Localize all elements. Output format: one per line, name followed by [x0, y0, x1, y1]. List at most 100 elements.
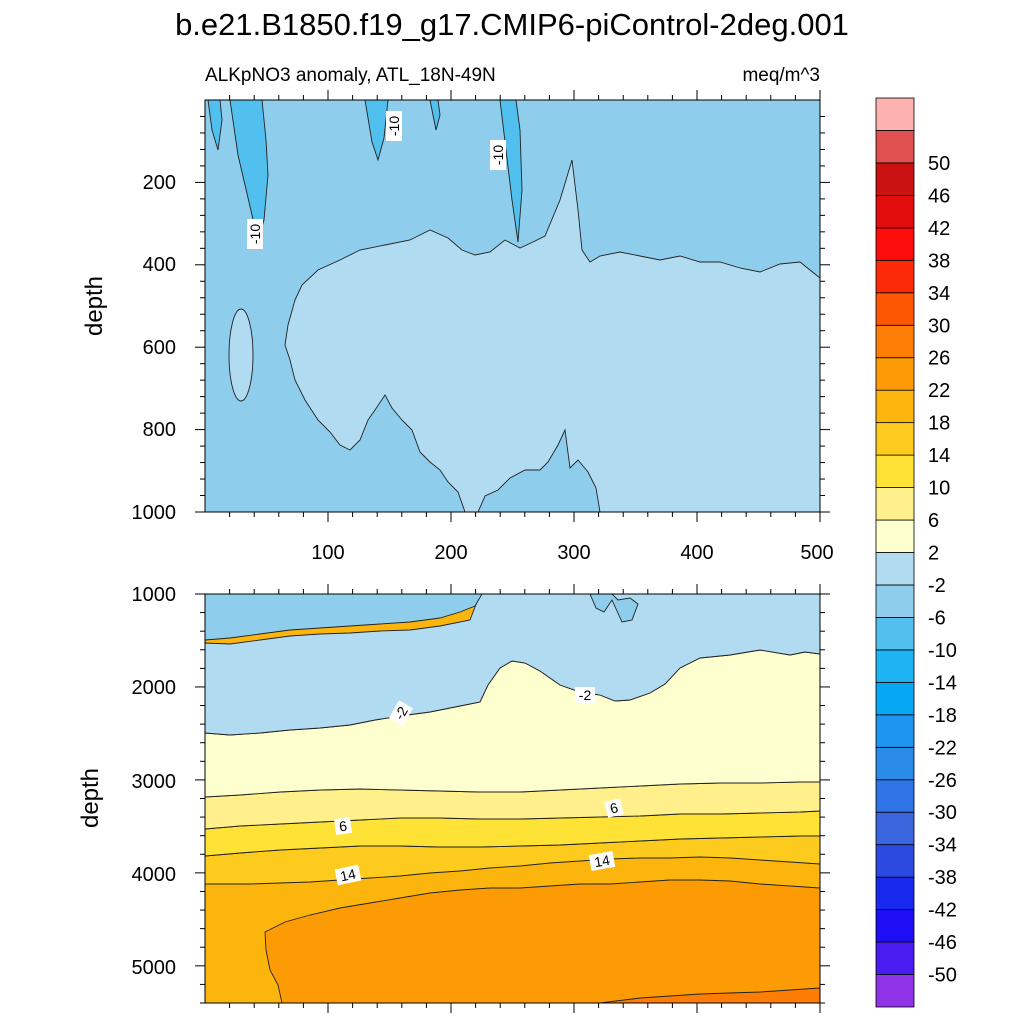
y-tick-label: 1000 — [132, 502, 177, 524]
colorbar-label: -2 — [928, 575, 946, 597]
contour-label: 14 — [588, 851, 616, 871]
contour-label: 6 — [333, 816, 353, 836]
colorbar-swatch — [875, 584, 915, 618]
colorbar-label: -42 — [928, 900, 957, 922]
contour-label: 6 — [604, 798, 624, 818]
colorbar-label: -50 — [928, 965, 957, 987]
colorbar-swatch — [875, 227, 915, 261]
colorbar-swatch — [875, 97, 915, 131]
svg-text:14: 14 — [593, 852, 611, 870]
x-tick-label: 100 — [311, 542, 344, 564]
colorbar-swatch — [875, 941, 915, 975]
variable-label: ALKpNO3 anomaly, ATL_18N-49N — [205, 65, 496, 86]
colorbar-label: -26 — [928, 770, 957, 792]
region-minus14-streak-4 — [207, 100, 223, 151]
y-tick-label: 5000 — [132, 957, 177, 979]
colorbar-label: 46 — [928, 185, 950, 207]
y-tick-label: 800 — [143, 419, 176, 441]
svg-text:-2: -2 — [579, 687, 592, 703]
colorbar-swatch — [875, 714, 915, 748]
colorbar-swatch — [875, 519, 915, 553]
colorbar-swatch — [875, 422, 915, 456]
contour-label: -2 — [389, 700, 413, 726]
svg-text:6: 6 — [608, 799, 620, 816]
colorbar-label: 18 — [928, 413, 950, 435]
units-label: meq/m^3 — [742, 65, 820, 86]
colorbar-label: -14 — [928, 672, 957, 694]
colorbar-swatch — [875, 649, 915, 683]
y-tick-label: 1000 — [132, 584, 177, 606]
colorbar: -50-46-42-38-34-30-26-22-18-14-10-6-2261… — [875, 97, 957, 1008]
colorbar-swatch — [875, 487, 915, 521]
y-tick-label: 2000 — [132, 677, 177, 699]
colorbar-swatch — [875, 876, 915, 911]
region-minus6-to-minus2 — [284, 159, 820, 512]
contour-label: -10 — [490, 140, 506, 170]
region-minus6-to-minus2 — [205, 594, 820, 736]
svg-text:-10: -10 — [247, 224, 263, 244]
y-tick-label: 3000 — [132, 771, 177, 793]
y-tick-label: 400 — [143, 254, 176, 276]
region-minus14-streak-5 — [429, 100, 441, 131]
svg-text:6: 6 — [338, 818, 348, 835]
colorbar-swatch — [875, 974, 915, 1008]
x-tick-label: 500 — [800, 542, 833, 564]
colorbar-label: -34 — [928, 835, 957, 857]
colorbar-label: 50 — [928, 153, 950, 175]
contour-label: -2 — [575, 687, 595, 703]
colorbar-swatch — [875, 292, 915, 326]
y-axis-label: depth — [77, 768, 104, 828]
colorbar-label: 26 — [928, 348, 950, 370]
colorbar-swatch — [875, 162, 915, 196]
region-minus10-to-minus6-top — [205, 594, 483, 641]
colorbar-swatch — [875, 324, 915, 359]
region-minus14-streak-2 — [364, 100, 389, 162]
colorbar-label: 6 — [928, 510, 939, 532]
top-axis-ticks — [195, 90, 830, 522]
colorbar-swatch — [875, 389, 915, 424]
region-18-to-22 — [264, 879, 820, 1003]
colorbar-swatch — [875, 130, 915, 164]
contour-label: 14 — [334, 864, 362, 886]
region-minus14-streak-3 — [499, 100, 523, 243]
contour-label: -10 — [386, 111, 402, 141]
svg-text:-10: -10 — [490, 145, 506, 165]
colorbar-label: -18 — [928, 705, 957, 727]
top-contour-panel: 100 200 300 400 500 200 400 600 800 1000… — [81, 90, 834, 564]
colorbar-swatch — [875, 746, 915, 781]
colorbar-label: 30 — [928, 315, 950, 337]
x-tick-label: 300 — [557, 542, 590, 564]
x-tick-label: 400 — [680, 542, 713, 564]
colorbar-swatch — [875, 844, 915, 878]
y-axis-label: depth — [81, 276, 108, 336]
colorbar-label: 10 — [928, 478, 950, 500]
x-tick-label: 200 — [434, 542, 467, 564]
y-tick-label: 4000 — [132, 864, 177, 886]
colorbar-label: 38 — [928, 250, 950, 272]
contour-label: -10 — [247, 219, 263, 249]
colorbar-swatch — [875, 909, 915, 943]
figure-title: b.e21.B1850.f19_g17.CMIP6-piControl-2deg… — [175, 7, 849, 42]
colorbar-swatch — [875, 617, 915, 651]
colorbar-label: -46 — [928, 932, 957, 954]
colorbar-labels: -50-46-42-38-34-30-26-22-18-14-10-6-2261… — [928, 153, 957, 987]
colorbar-swatches — [875, 97, 915, 1008]
bottom-contour-panel: 1000 2000 3000 4000 5000 depth -2 -2 6 6… — [77, 584, 830, 1013]
colorbar-label: 2 — [928, 543, 939, 565]
top-plot-frame — [204, 99, 821, 513]
colorbar-label: -6 — [928, 607, 946, 629]
colorbar-swatch — [875, 779, 915, 813]
colorbar-swatch — [875, 552, 915, 586]
svg-text:-10: -10 — [386, 116, 402, 136]
colorbar-label: 22 — [928, 380, 950, 402]
region-minus10-to-minus6-blob — [589, 594, 639, 623]
region-minus6-blob — [228, 308, 254, 402]
colorbar-label: 14 — [928, 445, 950, 467]
colorbar-swatch — [875, 811, 915, 846]
svg-text:14: 14 — [339, 866, 358, 885]
colorbar-label: -10 — [928, 640, 957, 662]
colorbar-swatch — [875, 357, 915, 391]
colorbar-label: 34 — [928, 283, 950, 305]
colorbar-label: -38 — [928, 867, 957, 889]
